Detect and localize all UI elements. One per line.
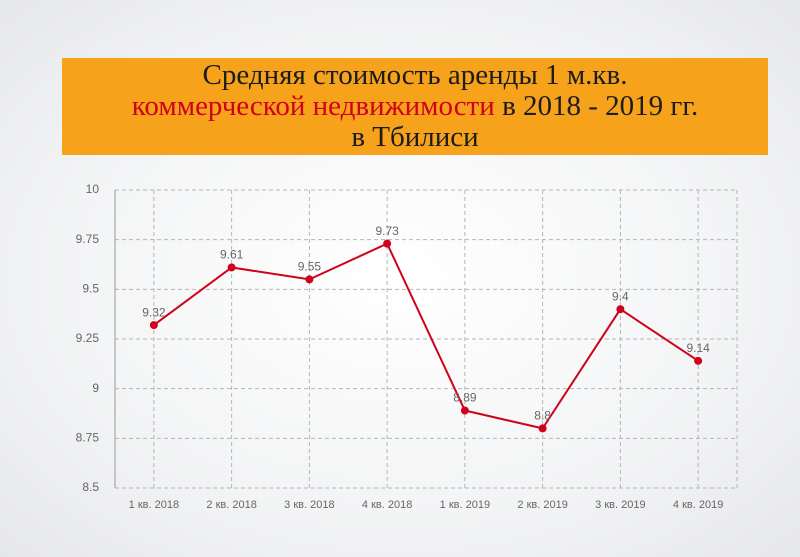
y-tick-label: 10 <box>86 182 100 196</box>
x-tick-label: 1 кв. 2018 <box>129 499 179 511</box>
y-tick-label: 8.5 <box>82 480 99 494</box>
title-line: в Тбилиси <box>62 122 768 153</box>
data-label: 9.14 <box>686 341 710 355</box>
y-tick-label: 8.75 <box>76 431 100 445</box>
data-label: 9.73 <box>375 224 399 238</box>
data-point <box>305 275 314 284</box>
chart-title: Средняя стоимость аренды 1 м.кв. коммерч… <box>62 58 768 155</box>
data-line <box>153 242 699 430</box>
title-line: Средняя стоимость аренды 1 м.кв. <box>62 60 768 91</box>
data-label: 8.89 <box>453 391 477 405</box>
title-line: коммерческой недвижимости в 2018 - 2019 … <box>62 91 768 122</box>
data-point <box>694 356 703 365</box>
data-label: 9.55 <box>298 260 322 274</box>
data-point <box>538 424 547 433</box>
data-point <box>616 305 625 314</box>
x-tick-label: 3 кв. 2019 <box>595 499 645 511</box>
title-text: в Тбилиси <box>351 121 479 153</box>
title-text: в 2018 - 2019 гг. <box>502 90 699 122</box>
x-tick-label: 1 кв. 2019 <box>440 499 490 511</box>
x-tick-label: 4 кв. 2019 <box>673 499 723 511</box>
title-text: Средняя стоимость аренды 1 м.кв. <box>202 59 628 91</box>
x-tick-label: 2 кв. 2019 <box>517 499 567 511</box>
data-label: 9.61 <box>220 248 244 262</box>
data-point <box>460 406 469 415</box>
data-point <box>383 239 392 248</box>
data-point <box>227 263 236 272</box>
data-label: 8.8 <box>534 409 551 423</box>
title-highlight: коммерческой недвижимости <box>131 90 495 122</box>
y-tick-label: 9 <box>92 381 99 395</box>
y-tick-label: 9.5 <box>82 282 99 296</box>
x-tick-label: 2 кв. 2018 <box>206 499 256 511</box>
y-tick-label: 9.75 <box>76 232 100 246</box>
x-tick-label: 4 кв. 2018 <box>362 499 412 511</box>
data-label: 9.4 <box>612 289 629 303</box>
data-point <box>149 321 158 330</box>
y-tick-label: 9.25 <box>76 331 100 345</box>
data-label: 9.32 <box>142 305 166 319</box>
x-tick-label: 3 кв. 2018 <box>284 499 334 511</box>
